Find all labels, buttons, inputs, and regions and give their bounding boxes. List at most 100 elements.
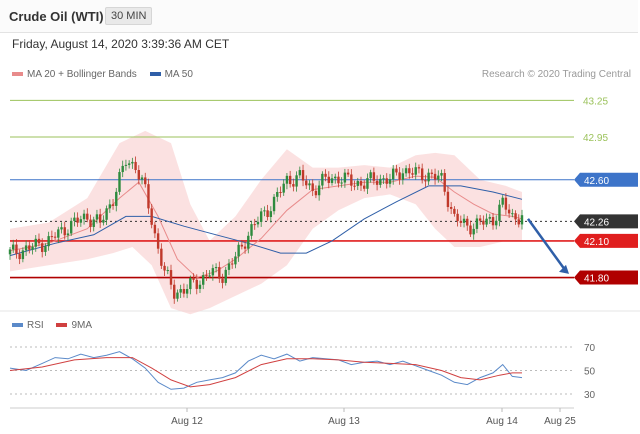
candle-body (208, 275, 211, 277)
candle-body (514, 213, 517, 220)
candle-body (337, 176, 340, 184)
candle-body (176, 292, 179, 299)
candle-body (34, 238, 37, 247)
candle-body (511, 213, 514, 215)
candle-body (163, 265, 166, 271)
candle-body (353, 185, 356, 187)
candle-body (395, 168, 398, 173)
candle-body (504, 197, 508, 210)
candle-body (321, 173, 324, 186)
candle-body (121, 165, 124, 173)
candle-body (417, 167, 421, 169)
rsi-9ma-line (9, 357, 522, 388)
candle-body (517, 219, 520, 225)
candle-body (95, 214, 99, 220)
level-label-43-25: 43.25 (583, 96, 608, 107)
candle-body (8, 249, 12, 255)
level-tag-box (574, 172, 638, 187)
candle-body (391, 168, 395, 180)
x-tick-label: Aug 14 (486, 416, 518, 427)
candle-body (459, 221, 463, 223)
candle-body (108, 204, 112, 209)
level-tag-42-60: 42.60 (574, 172, 638, 187)
candle-body (475, 218, 479, 229)
level-tag-text: 42.60 (584, 176, 609, 187)
x-axis: Aug 12 Aug 13 Aug 14 Aug 25 (10, 407, 576, 427)
candle-body (147, 184, 150, 209)
ma50-line (9, 185, 523, 257)
candle-body (343, 172, 347, 183)
candle-body (430, 172, 434, 174)
candle-body (182, 289, 186, 294)
timeframe-badge[interactable]: 30 MIN (105, 7, 153, 25)
candle-body (63, 227, 66, 236)
candle-body (462, 218, 466, 223)
candle-body (189, 277, 192, 290)
candle-body (12, 244, 15, 250)
chart-header: Crude Oil (WTI) 30 MIN (0, 0, 638, 33)
rsi-tick-30: 30 (584, 390, 596, 401)
candle-body (285, 175, 289, 184)
candle-body (382, 178, 385, 180)
candle-body (144, 177, 147, 185)
candle-body (292, 184, 295, 187)
rsi-tick-50: 50 (584, 367, 596, 378)
candle-body (224, 269, 227, 283)
candle-body (482, 220, 485, 225)
candle-body (520, 215, 524, 225)
candle-body (53, 236, 57, 238)
candle-body (156, 233, 160, 249)
candle-body (73, 217, 76, 221)
candle-body (205, 275, 208, 277)
candle-body (256, 221, 260, 225)
level-tag-text: 42.26 (584, 217, 609, 228)
candle-body (340, 182, 343, 184)
level-tag-42-10: 42.10 (574, 233, 638, 248)
candle-body (169, 270, 173, 285)
candle-body (305, 180, 308, 186)
rsi-line (9, 351, 523, 390)
candle-body (308, 183, 311, 186)
candle-body (89, 219, 92, 227)
candle-body (153, 224, 157, 234)
candle-body (446, 191, 450, 208)
rsi-legend: RSI 9MA (12, 320, 102, 331)
candle-body (408, 168, 411, 174)
candle-body (501, 197, 504, 205)
candle-body (131, 161, 134, 164)
forecast-arrow (526, 218, 569, 274)
level-tag-41-80: 41.80 (574, 270, 638, 285)
candle-body (57, 229, 60, 238)
candle-body (466, 218, 469, 226)
candle-body (485, 218, 488, 225)
candle-body (195, 279, 198, 289)
candle-body (37, 238, 41, 244)
level-tag-42-26: 42.26 (574, 214, 638, 229)
candle-body (82, 213, 86, 220)
candle-body (247, 235, 250, 249)
x-tick-label: Aug 25 (544, 416, 576, 427)
candle-body (443, 173, 446, 192)
candle-body (424, 180, 427, 182)
candle-body (166, 270, 169, 272)
candle-body (507, 209, 511, 214)
candle-body (243, 246, 247, 249)
legend-item-9ma: 9MA (56, 320, 92, 331)
candle-body (60, 227, 63, 230)
candle-body (433, 173, 437, 180)
candle-body (24, 245, 28, 251)
level-label-42-95: 42.95 (583, 133, 608, 144)
candle-body (272, 196, 276, 212)
level-tag-box (574, 214, 638, 229)
candle-body (221, 278, 224, 283)
candle-body (437, 175, 440, 180)
candle-body (279, 191, 282, 193)
candle-body (137, 170, 141, 180)
candle-body (50, 236, 54, 238)
candle-body (105, 208, 108, 220)
candle-body (269, 211, 273, 218)
candle-body (124, 164, 128, 166)
candle-body (334, 176, 337, 179)
candle-body (31, 246, 34, 250)
